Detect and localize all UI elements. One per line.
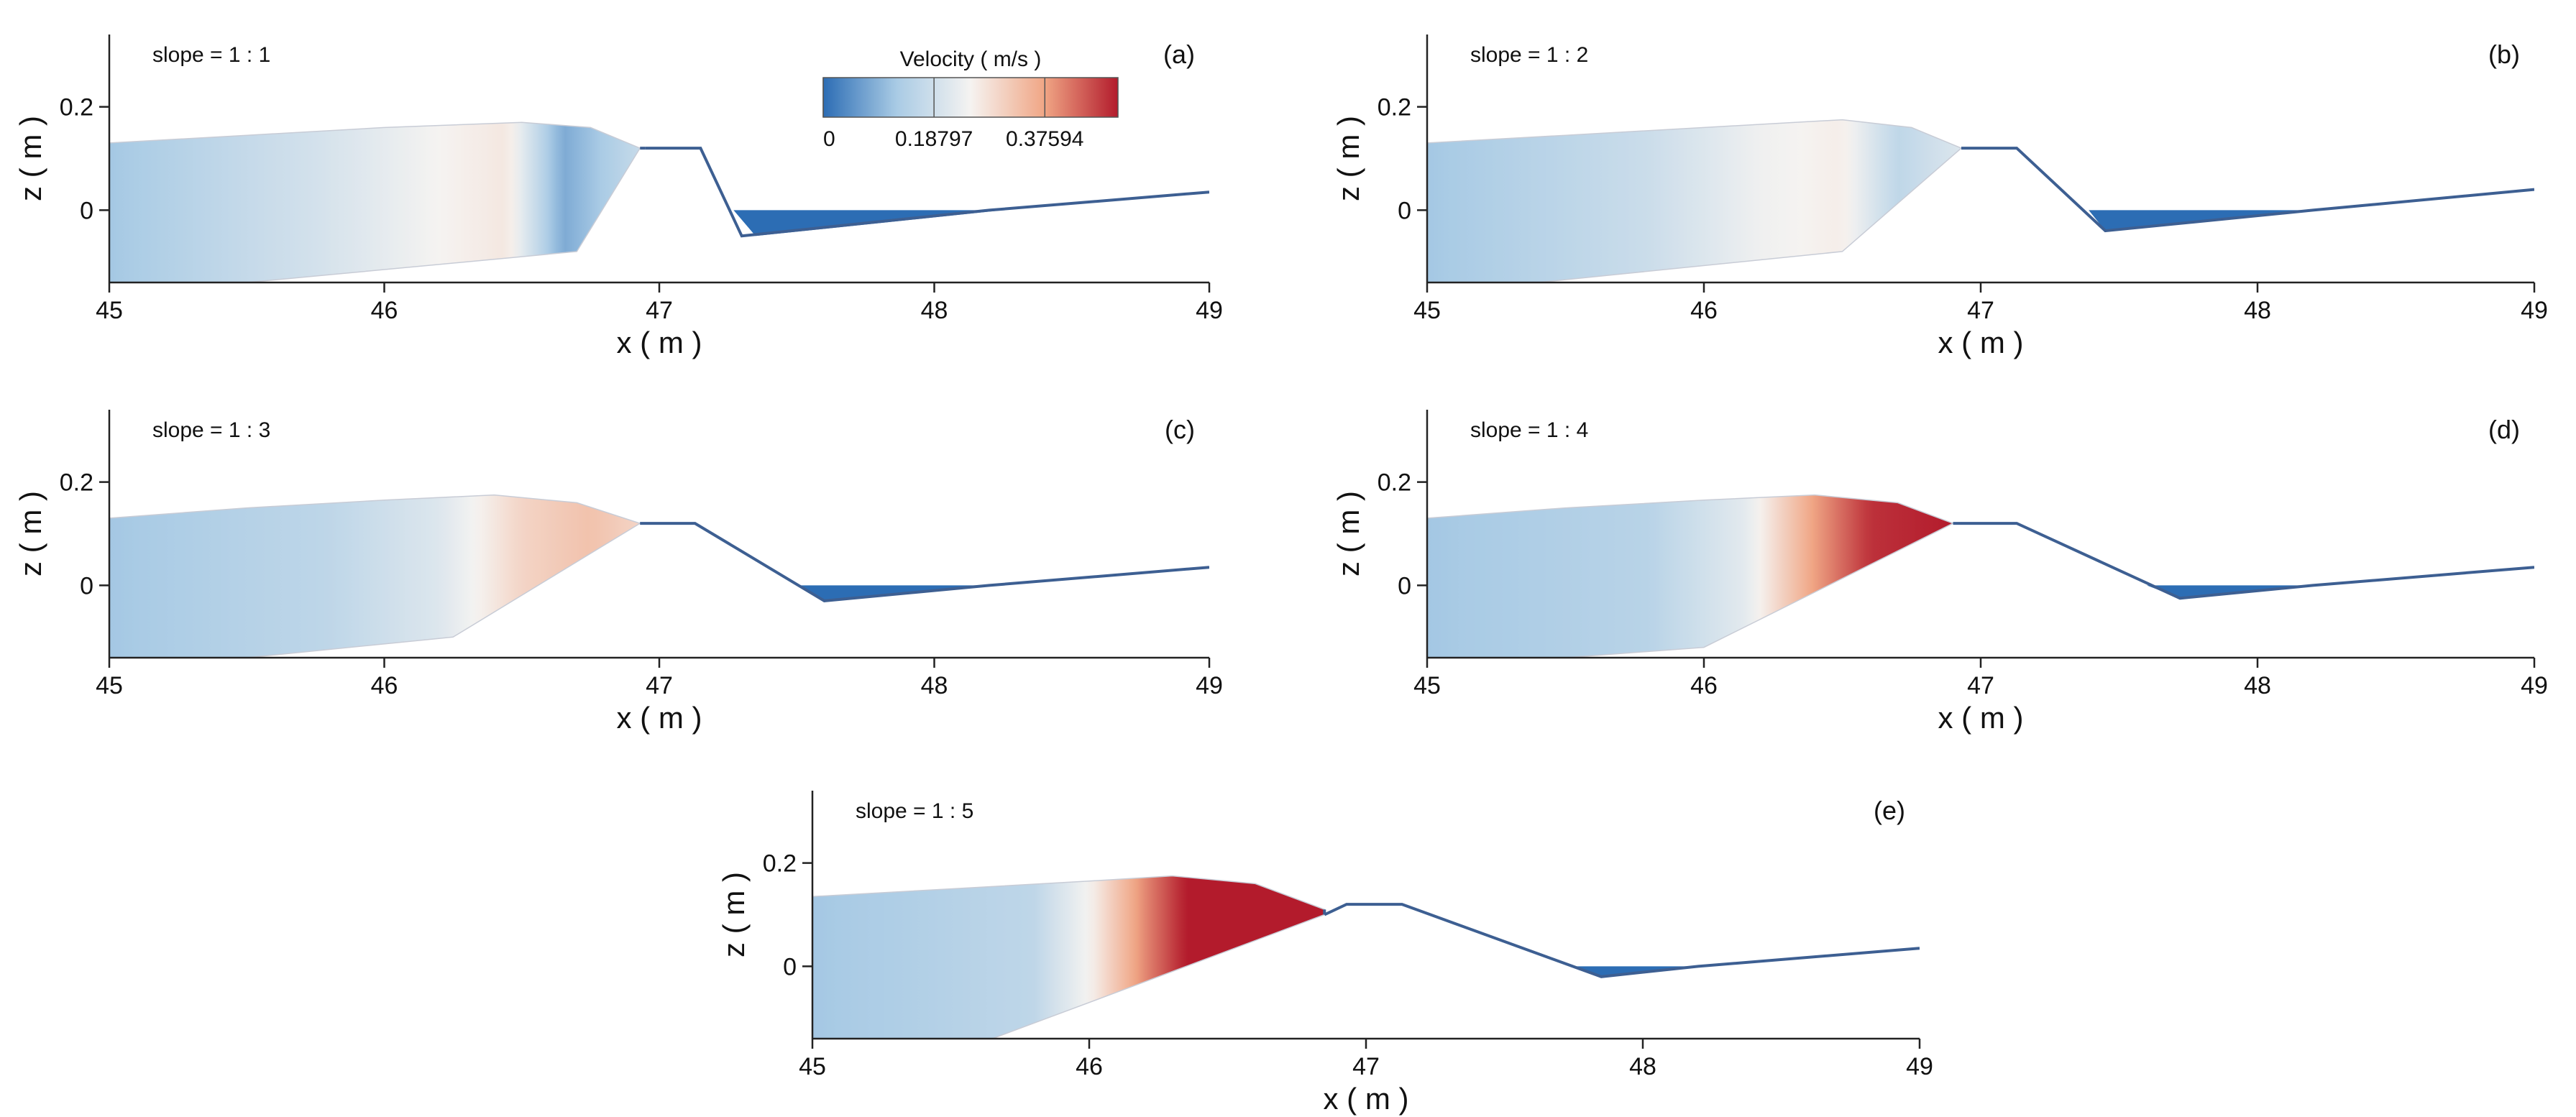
colorbar: Velocity ( m/s ) 0 0.18797 0.37594 — [822, 47, 1119, 151]
x-tick-label: 49 — [2521, 672, 2548, 699]
x-tick-label: 45 — [96, 297, 123, 324]
plot-area — [109, 494, 1209, 658]
x-tick-label: 47 — [646, 672, 673, 699]
x-tick-label: 49 — [2521, 297, 2548, 324]
x-tick-label: 45 — [96, 672, 123, 699]
y-tick-label: 0.2 — [60, 94, 93, 121]
panel-label: (b) — [2488, 40, 2520, 69]
x-tick-label: 45 — [1413, 297, 1441, 324]
x-tick-label: 49 — [1196, 297, 1223, 324]
slope-annotation: slope = 1 : 4 — [1470, 418, 1588, 442]
y-axis-title: z ( m ) — [1331, 491, 1365, 576]
y-tick-label: 0 — [783, 953, 797, 980]
y-tick-label: 0 — [80, 572, 93, 599]
x-tick-label: 48 — [2244, 672, 2271, 699]
x-tick-label: 49 — [1906, 1053, 1933, 1080]
panel-e: 45 46 47 48 49 0 0.2 x ( m ) z ( m ) slope = 1 : … — [717, 791, 1933, 1116]
x-tick-label: 47 — [1967, 297, 1994, 324]
slope-annotation: slope = 1 : 2 — [1470, 43, 1588, 67]
x-tick-label: 48 — [2244, 297, 2271, 324]
plot-area — [1427, 494, 2534, 658]
y-tick-label: 0.2 — [1378, 469, 1411, 497]
x-tick-label: 47 — [1352, 1053, 1380, 1080]
x-tick-label: 46 — [371, 297, 398, 324]
slope-annotation: slope = 1 : 5 — [856, 799, 973, 823]
x-tick-label: 48 — [1629, 1053, 1656, 1080]
plot-area — [109, 121, 1209, 282]
panels-group: 45 46 47 48 49 0 0.2 x ( m ) z ( m ) slope = 1 : … — [14, 35, 2548, 1116]
colorbar-title: Velocity ( m/s ) — [900, 47, 1042, 71]
panel-b: 45 46 47 48 49 0 0.2 x ( m ) z ( m ) slope = 1 : … — [1331, 35, 2548, 359]
x-tick-label: 47 — [1967, 672, 1994, 699]
x-tick-label: 49 — [1196, 672, 1223, 699]
x-axis-title: x ( m ) — [1324, 1082, 1409, 1116]
bed-profile-line — [1961, 147, 2534, 233]
x-tick-label: 46 — [1690, 297, 1718, 324]
colorbar-tick-label: 0.37594 — [1006, 127, 1083, 151]
plot-area — [812, 875, 1920, 1039]
y-tick-label: 0 — [1398, 572, 1411, 599]
slope-annotation: slope = 1 : 3 — [152, 418, 270, 442]
x-tick-label: 48 — [921, 672, 948, 699]
y-axis-title: z ( m ) — [717, 872, 751, 957]
y-axis-title: z ( m ) — [14, 491, 47, 576]
colorbar-scale — [822, 77, 1119, 118]
x-axis-title: x ( m ) — [617, 326, 702, 359]
x-tick-label: 46 — [1690, 672, 1718, 699]
bed-profile-line — [1324, 903, 1920, 978]
panel-a: 45 46 47 48 49 0 0.2 x ( m ) z ( m ) slope = 1 : … — [14, 35, 1223, 359]
velocity-field — [1427, 494, 1955, 658]
plot-area — [1427, 119, 2534, 282]
x-tick-label: 46 — [371, 672, 398, 699]
velocity-field — [109, 494, 641, 658]
x-axis-title: x ( m ) — [617, 701, 702, 735]
panel-d: 45 46 47 48 49 0 0.2 x ( m ) z ( m ) slope = 1 : … — [1331, 410, 2548, 735]
y-axis-title: z ( m ) — [14, 116, 47, 201]
y-tick-label: 0.2 — [1378, 94, 1411, 121]
panel-c: 45 46 47 48 49 0 0.2 x ( m ) z ( m ) slope = 1 : … — [14, 410, 1223, 735]
y-tick-label: 0.2 — [60, 469, 93, 497]
velocity-field — [1427, 119, 1963, 282]
panel-label: (e) — [1874, 796, 1905, 825]
x-tick-label: 47 — [646, 297, 673, 324]
x-tick-label: 45 — [1413, 672, 1441, 699]
x-tick-label: 45 — [799, 1053, 826, 1080]
y-tick-label: 0 — [80, 197, 93, 224]
bed-profile-line — [1961, 522, 2534, 600]
bed-profile-line — [640, 522, 1209, 602]
panel-label: (c) — [1165, 415, 1195, 444]
colorbar-tick-label: 0 — [823, 127, 835, 151]
x-tick-label: 46 — [1076, 1053, 1103, 1080]
slope-annotation: slope = 1 : 1 — [152, 43, 270, 67]
x-tick-label: 48 — [921, 297, 948, 324]
panel-label: (a) — [1163, 40, 1195, 69]
velocity-field — [109, 121, 641, 282]
bed-profile-line — [645, 147, 1209, 238]
x-axis-title: x ( m ) — [1938, 701, 2024, 735]
x-axis-title: x ( m ) — [1938, 326, 2024, 359]
y-tick-label: 0.2 — [763, 850, 797, 878]
colorbar-tick-label: 0.18797 — [895, 127, 973, 151]
y-tick-label: 0 — [1398, 197, 1411, 224]
y-axis-title: z ( m ) — [1331, 116, 1365, 201]
panel-label: (d) — [2488, 415, 2520, 444]
velocity-field — [812, 875, 1326, 1039]
